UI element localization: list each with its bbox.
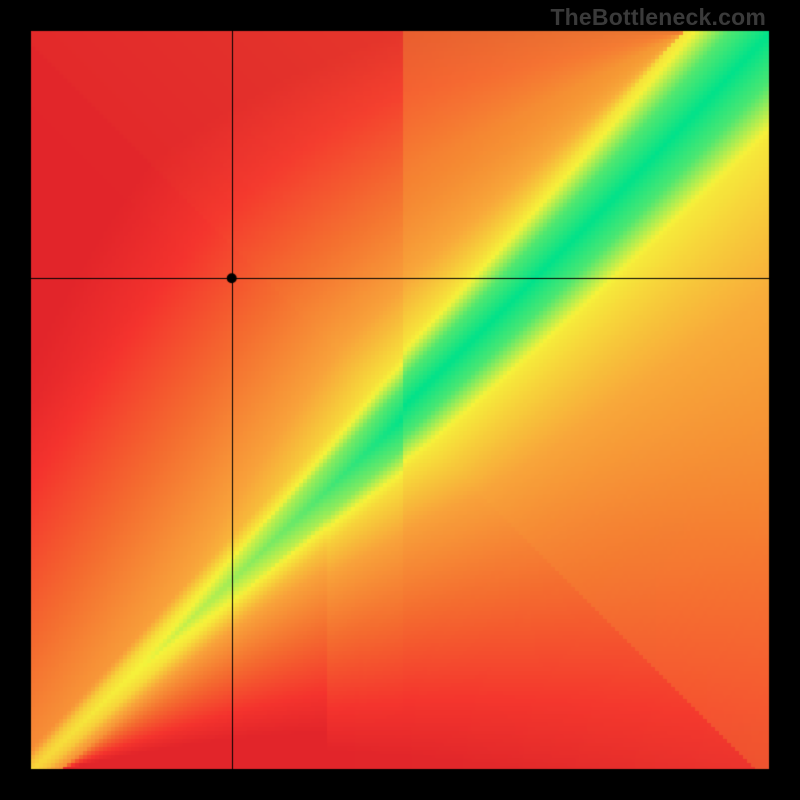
chart-container: TheBottleneck.com	[0, 0, 800, 800]
bottleneck-heatmap	[0, 0, 800, 800]
watermark-text: TheBottleneck.com	[550, 4, 766, 31]
